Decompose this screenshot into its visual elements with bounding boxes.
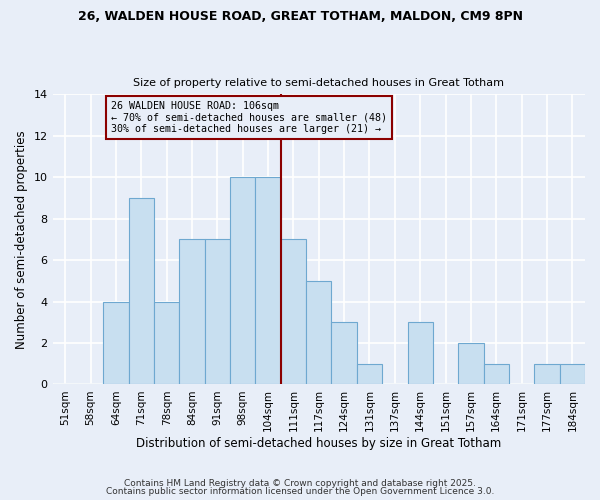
Bar (407, 322, 433, 384)
Bar (128, 198, 154, 384)
Bar (230, 177, 256, 384)
Bar (256, 177, 281, 384)
Bar (281, 240, 306, 384)
Bar (103, 302, 128, 384)
Bar (205, 240, 230, 384)
Y-axis label: Number of semi-detached properties: Number of semi-detached properties (15, 130, 28, 348)
Bar (331, 322, 357, 384)
Text: 26, WALDEN HOUSE ROAD, GREAT TOTHAM, MALDON, CM9 8PN: 26, WALDEN HOUSE ROAD, GREAT TOTHAM, MAL… (77, 10, 523, 23)
Bar (154, 302, 179, 384)
Bar (534, 364, 560, 384)
Title: Size of property relative to semi-detached houses in Great Totham: Size of property relative to semi-detach… (133, 78, 504, 88)
Bar (458, 343, 484, 384)
Text: Contains HM Land Registry data © Crown copyright and database right 2025.: Contains HM Land Registry data © Crown c… (124, 478, 476, 488)
X-axis label: Distribution of semi-detached houses by size in Great Totham: Distribution of semi-detached houses by … (136, 437, 502, 450)
Bar (484, 364, 509, 384)
Bar (560, 364, 585, 384)
Text: Contains public sector information licensed under the Open Government Licence 3.: Contains public sector information licen… (106, 487, 494, 496)
Bar (306, 281, 331, 384)
Text: 26 WALDEN HOUSE ROAD: 106sqm
← 70% of semi-detached houses are smaller (48)
30% : 26 WALDEN HOUSE ROAD: 106sqm ← 70% of se… (111, 100, 387, 134)
Bar (179, 240, 205, 384)
Bar (357, 364, 382, 384)
